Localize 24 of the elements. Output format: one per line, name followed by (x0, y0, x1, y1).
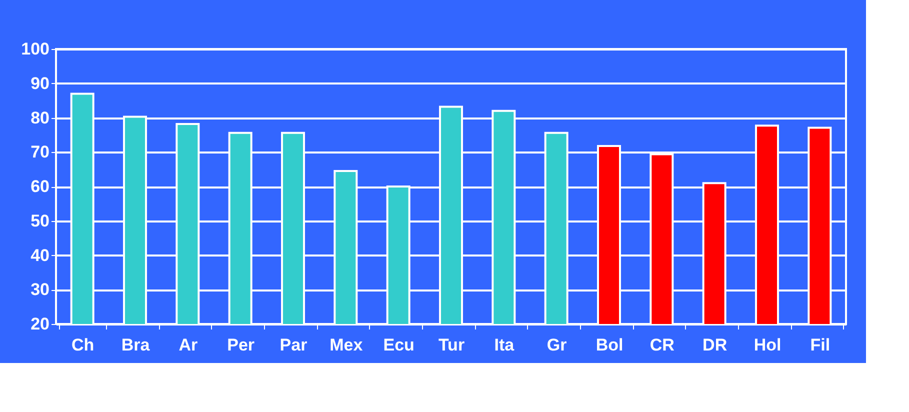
x-tick-label: CR (650, 336, 674, 354)
x-tick-label: Par (280, 336, 308, 354)
x-tick-label: Gr (546, 336, 568, 354)
x-tick-label: Per (227, 336, 255, 354)
y-tick-label: 90 (30, 74, 50, 93)
x-tick-label: Mex (330, 336, 364, 354)
x-tick-label: Bol (596, 336, 624, 354)
x-tick-label: DR (702, 336, 728, 354)
y-tick-label: 70 (30, 142, 50, 162)
y-tick-label: 50 (30, 211, 50, 230)
x-tick-label: Ecu (383, 336, 414, 354)
x-tick-label: Ar (178, 336, 198, 354)
x-tick-label: Ita (494, 336, 515, 354)
x-tick-label: Hol (754, 336, 782, 354)
y-tick-label: 40 (30, 246, 50, 265)
y-tick-label: 100 (21, 40, 50, 58)
x-tick-label: Ch (71, 336, 94, 354)
y-tick-label: 80 (30, 108, 50, 128)
x-tick-label: Bra (121, 336, 150, 354)
y-tick-label: 30 (30, 280, 50, 300)
y-tick-label: 60 (30, 177, 50, 196)
x-tick-label: Fil (810, 336, 830, 354)
x-tick-label: Tur (438, 336, 465, 354)
y-tick-label: 20 (30, 314, 50, 334)
